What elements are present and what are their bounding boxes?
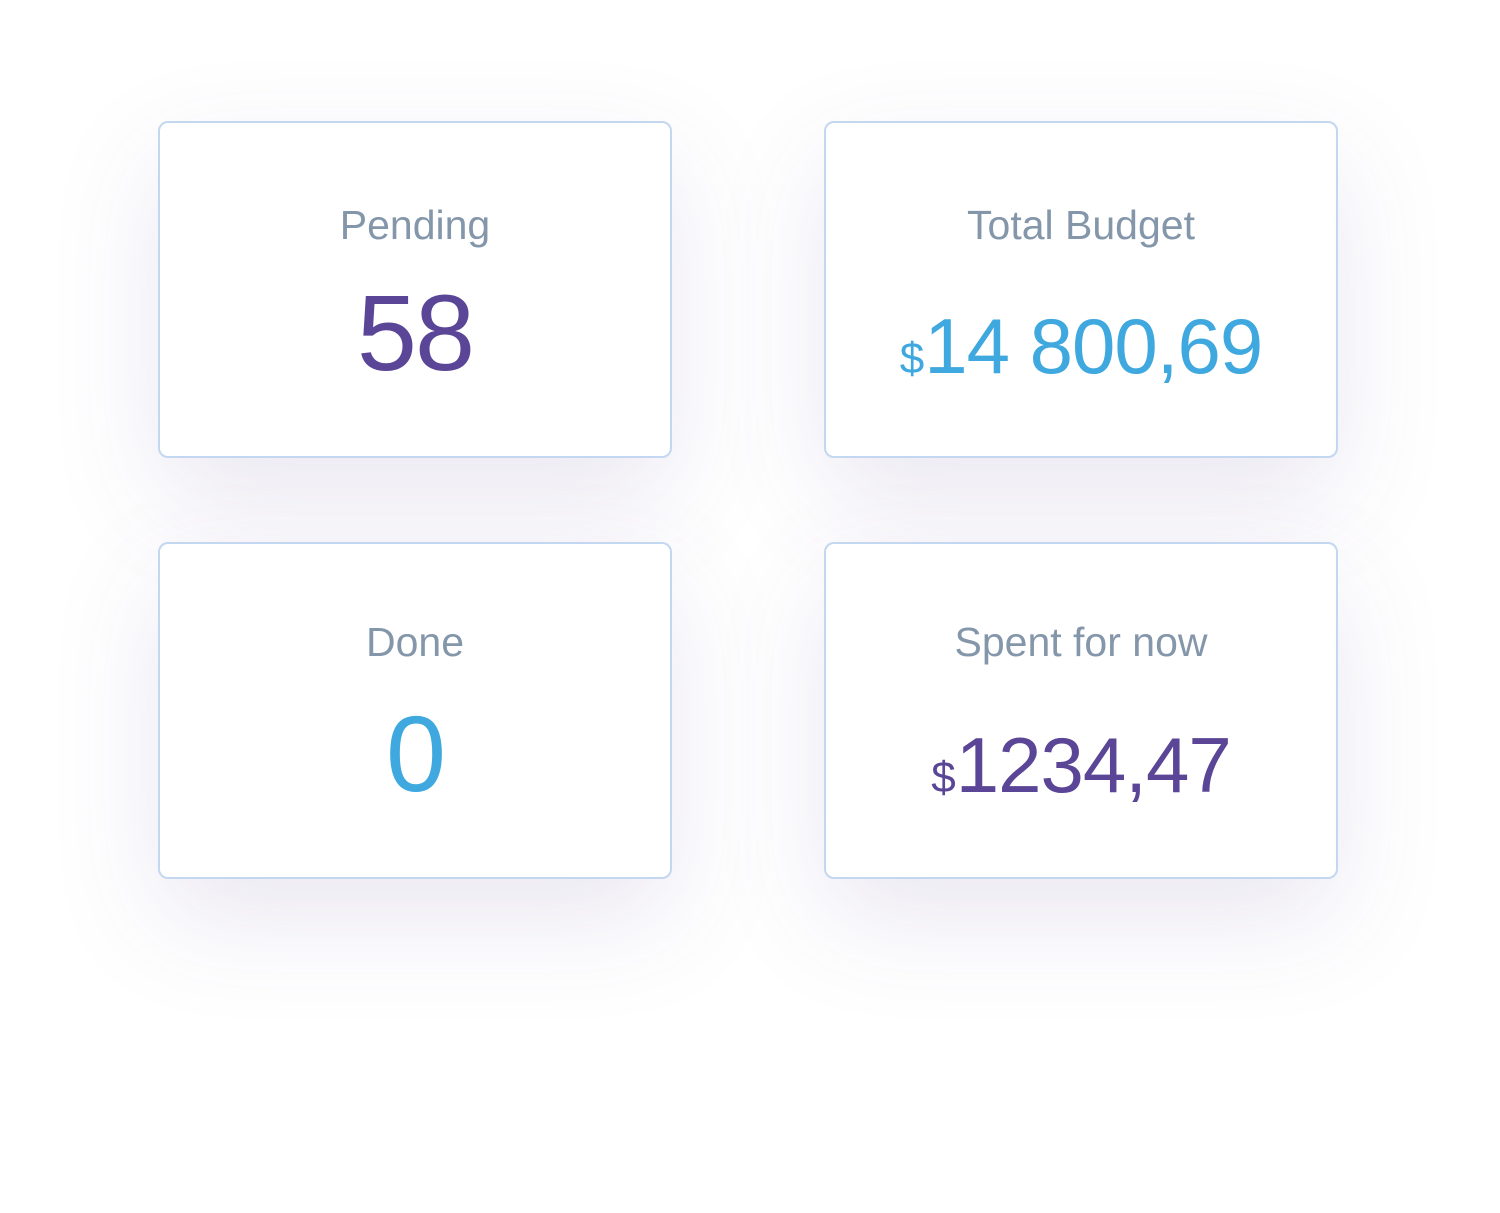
spent-value: 1234,47 [955, 721, 1232, 809]
spent-amount: $1234,47 [826, 720, 1336, 823]
spent-card: Spent for now $1234,47 [824, 542, 1338, 879]
currency-symbol: $ [899, 334, 925, 383]
done-label: Done [365, 619, 464, 665]
pending-label: Pending [339, 202, 491, 248]
pending-card: Pending 58 [158, 121, 672, 458]
total-budget-label: Total Budget [967, 202, 1195, 248]
spent-label: Spent for now [954, 619, 1208, 665]
total-budget-value: 14 800,69 [924, 302, 1263, 390]
total-budget-card: Total Budget $14 800,69 [824, 121, 1338, 458]
done-value: 0 [385, 693, 446, 814]
total-budget-amount: $14 800,69 [826, 301, 1336, 404]
pending-value: 58 [356, 272, 475, 393]
currency-symbol: $ [931, 753, 956, 802]
done-card: Done 0 [158, 542, 672, 879]
